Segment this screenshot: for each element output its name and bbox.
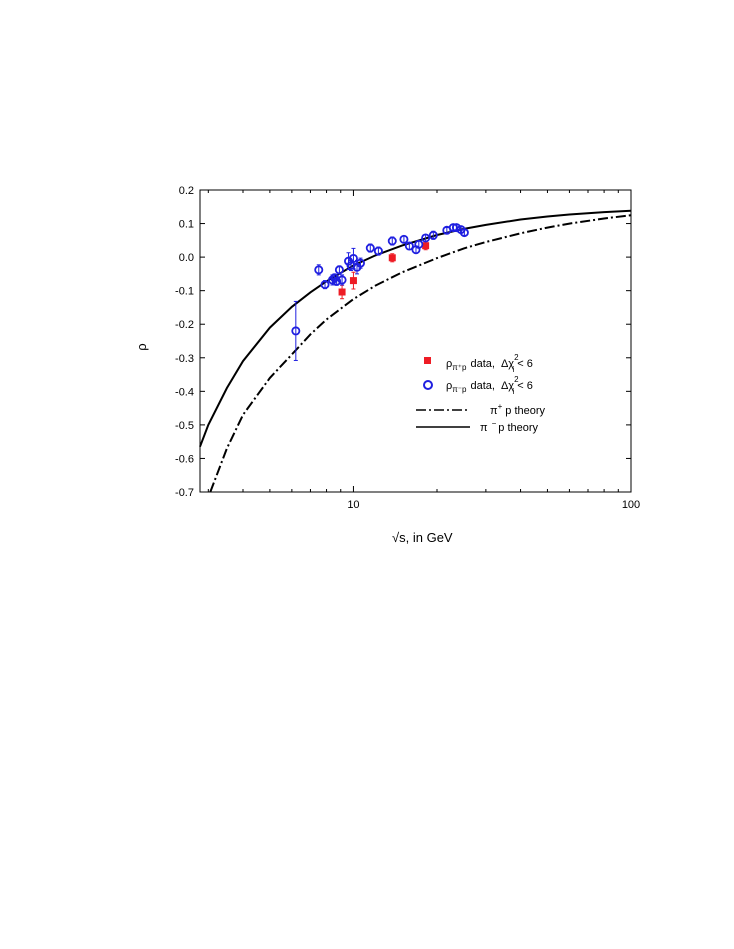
pim-data-point [459,228,469,238]
legend-pim-theory-label: π − p theory [480,419,539,434]
legend-pim-data-label: ρπ⁻p data, Δχ2 i < 6 [446,375,533,396]
pim-data-point [291,326,301,336]
pim-data-point [451,223,461,233]
y-tick-label: -0.2 [175,319,194,331]
y-axis-label: ρ [134,343,149,350]
legend-pip-theory-label: π+ p theory [490,402,546,417]
pim-data-point [314,265,324,275]
x-tick-label: 100 [622,499,640,511]
pim-data-point [414,239,424,249]
y-tick-label: -0.3 [175,353,194,365]
y-tick-label: -0.7 [175,487,194,499]
pim-data-point [334,265,344,275]
y-tick-label: -0.4 [175,386,194,398]
pip-data-point [338,288,346,296]
pim-data-point [404,241,414,251]
y-tick-label: 0.1 [179,219,194,231]
series-layer [199,209,632,493]
pim-data-point [332,276,342,286]
legend: ρπ⁺p data, Δχ2 i < 6 ρπ⁻p data, Δχ2 i < 6 π+ p th… [416,353,546,434]
pim-data-point [355,258,365,268]
legend-marker-pip-data [424,357,431,364]
pim-data-point [365,243,375,253]
pim-data-point [320,280,330,290]
pim-data-point [387,236,397,246]
x-tick-label: 10 [347,499,359,511]
pim-data-point [327,275,337,285]
pip-data-point [349,277,357,285]
y-tick-label: 0.0 [179,252,194,264]
plot-frame [199,189,632,493]
pip-data-point [422,242,430,250]
pim-data-point [337,275,347,285]
pip-data-point [388,254,396,262]
pim-data-point [399,234,409,244]
y-tick-label: -0.6 [175,453,194,465]
y-tick-label: -0.1 [175,286,194,298]
pim-data-point [421,233,431,243]
pim-data-point [428,230,438,240]
y-axis-ticks: 0.2 0.1 0.0 -0.1 -0.2 -0.3 -0.4 -0.5 -0.6 -0.7 [175,185,631,499]
legend-marker-pim-data [423,380,433,390]
pim-data-point [348,253,358,263]
pim-data-point [373,246,383,256]
pim-theory-curve [199,209,632,448]
pip-theory-curve [209,214,632,493]
x-axis-ticks: 10 100 [207,190,640,511]
y-tick-label: -0.5 [175,420,194,432]
legend-pip-data-label: ρπ⁺p data, Δχ2 i < 6 [446,353,533,374]
x-axis-label: √s, in GeV [392,530,453,545]
y-tick-label: 0.2 [179,185,194,197]
